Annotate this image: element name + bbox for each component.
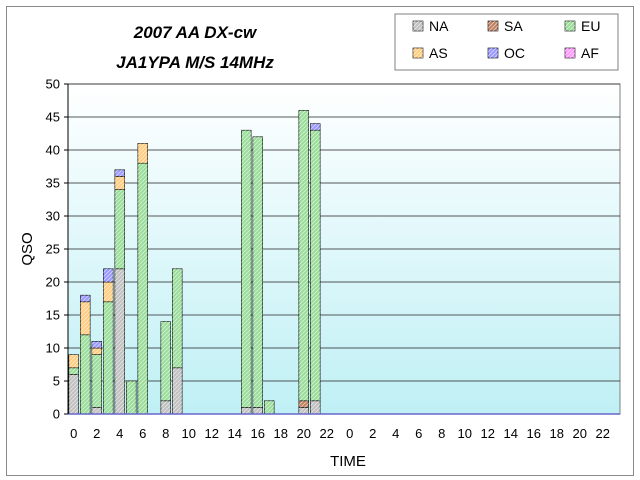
- legend-item-as: AS: [412, 45, 448, 61]
- y-tick-label: 0: [53, 407, 60, 422]
- bar-eu-segment: [114, 189, 125, 270]
- bar-sa-segment: [298, 400, 309, 408]
- legend: NA SA EU AS OC AF: [394, 13, 619, 71]
- legend-item-af: AF: [564, 45, 599, 61]
- y-axis-label: QSO: [19, 232, 36, 265]
- legend-item-sa: SA: [487, 18, 523, 34]
- x-tick-label: 10: [458, 426, 472, 441]
- y-tick-label: 50: [46, 77, 60, 92]
- bar-eu-segment: [137, 162, 148, 415]
- bar-eu-segment: [298, 110, 309, 402]
- bar-eu-segment: [160, 321, 171, 402]
- bar-as-segment: [68, 354, 79, 369]
- bar-eu-segment: [103, 301, 114, 415]
- bar-na-segment: [172, 367, 183, 415]
- bar-na-segment: [91, 407, 102, 415]
- y-tick-label: 15: [46, 308, 60, 323]
- y-tick-label: 5: [53, 374, 60, 389]
- bar-na-segment: [68, 374, 79, 415]
- x-tick-label: 2: [93, 426, 100, 441]
- legend-box: [394, 13, 619, 71]
- x-tick-label: 14: [228, 426, 242, 441]
- y-tick-label: 35: [46, 176, 60, 191]
- bar-na-segment: [298, 407, 309, 415]
- bar-eu-segment: [126, 380, 137, 415]
- legend-label: SA: [504, 18, 523, 34]
- bars: [68, 110, 321, 415]
- gridlines: [68, 83, 620, 382]
- x-tick-label: 12: [205, 426, 219, 441]
- x-tick-label: 22: [320, 426, 334, 441]
- bar-eu-segment: [264, 400, 275, 415]
- x-tick-label: 8: [438, 426, 445, 441]
- bar-as-segment: [80, 301, 91, 336]
- x-tick-label: 20: [297, 426, 311, 441]
- x-axis-label: TIME: [330, 453, 366, 470]
- y-tick-label: 10: [46, 341, 60, 356]
- x-tick-label: 18: [550, 426, 564, 441]
- bar-na-segment: [160, 400, 171, 415]
- legend-item-eu: EU: [564, 18, 600, 34]
- x-tick-label: 0: [70, 426, 77, 441]
- bar-oc-segment: [103, 268, 114, 283]
- x-tick-label: 16: [251, 426, 265, 441]
- legend-label: EU: [581, 18, 600, 34]
- legend-label: AS: [429, 45, 448, 61]
- bar-as-segment: [103, 281, 114, 303]
- bar-na-segment: [252, 407, 263, 415]
- bar-na-segment: [310, 400, 321, 415]
- legend-label: OC: [504, 45, 525, 61]
- bar-as-segment: [137, 143, 148, 164]
- bar-eu-segment: [241, 129, 252, 408]
- x-tick-label: 8: [162, 426, 169, 441]
- x-tick-label: 16: [527, 426, 541, 441]
- legend-label: AF: [581, 45, 599, 61]
- bar-eu-segment: [172, 268, 183, 369]
- bar-eu-segment: [91, 354, 102, 408]
- y-tick-label: 40: [46, 143, 60, 158]
- y-tick-label: 45: [46, 110, 60, 125]
- bar-oc-segment: [91, 341, 102, 349]
- x-tick-label: 20: [573, 426, 587, 441]
- bar-oc-segment: [114, 169, 125, 177]
- x-tick-labels: 0 2 4 6 8 10 12 14 16 18 20 22 0 2 4 6 8 10 12 14 16 18 20 22: [70, 426, 610, 441]
- bar-eu-segment: [252, 136, 263, 408]
- chart-title-line-1: 2007 AA DX-cw: [133, 23, 258, 42]
- bar-oc-segment: [80, 294, 91, 303]
- legend-item-na: NA: [412, 18, 449, 34]
- legend-item-oc: OC: [487, 45, 525, 61]
- bar-eu-segment: [80, 334, 91, 415]
- y-tick-label: 25: [46, 242, 60, 257]
- x-tick-label: 10: [182, 426, 196, 441]
- x-tick-label: 6: [139, 426, 146, 441]
- legend-label: NA: [429, 18, 449, 34]
- chart-title-line-2: JA1YPA M/S 14MHz: [116, 53, 274, 72]
- bar-eu-segment: [68, 367, 79, 375]
- bar-as-segment: [91, 347, 102, 355]
- y-tick-label: 20: [46, 275, 60, 290]
- x-tick-label: 18: [274, 426, 288, 441]
- x-tick-label: 14: [504, 426, 518, 441]
- x-tick-label: 6: [415, 426, 422, 441]
- x-tick-label: 22: [596, 426, 610, 441]
- bar-na-segment: [241, 407, 252, 415]
- bar-na-segment: [114, 268, 125, 415]
- x-tick-label: 4: [116, 426, 123, 441]
- x-tick-label: 4: [392, 426, 399, 441]
- x-tick-label: 2: [369, 426, 376, 441]
- bar-oc-segment: [310, 123, 321, 131]
- y-tick-label: 30: [46, 209, 60, 224]
- y-tick-labels: 0 5 10 15 20 25 30 35 40 45 50: [46, 77, 68, 422]
- x-tick-label: 0: [346, 426, 353, 441]
- x-tick-label: 12: [481, 426, 495, 441]
- bar-eu-segment: [310, 129, 321, 402]
- bar-as-segment: [114, 176, 125, 190]
